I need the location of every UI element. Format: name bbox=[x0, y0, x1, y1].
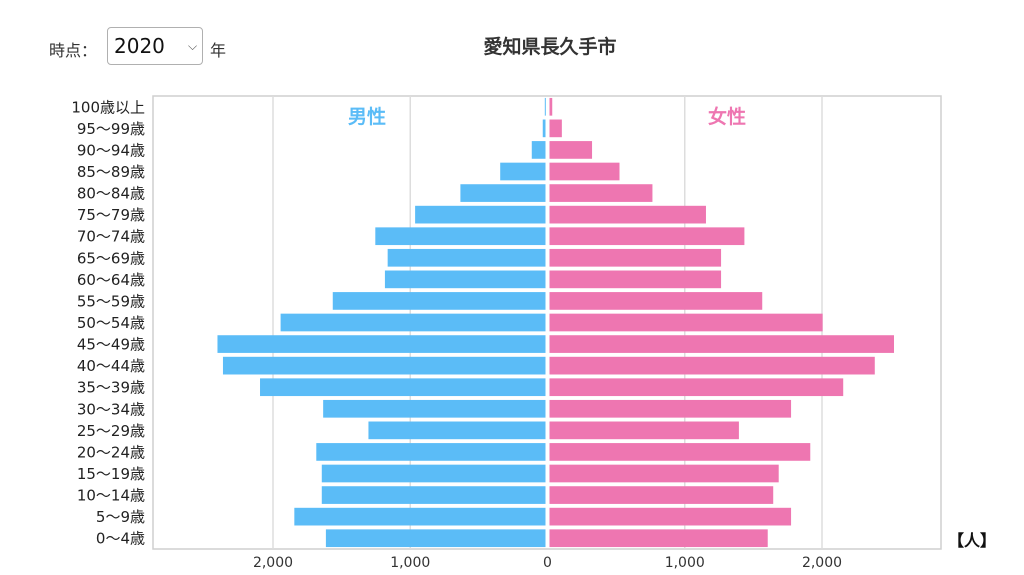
age-group-label: 80〜84歳 bbox=[77, 185, 145, 203]
age-group-label: 55〜59歳 bbox=[77, 292, 145, 310]
age-group-label: 15〜19歳 bbox=[77, 465, 145, 483]
x-tick-label: 1,000 bbox=[390, 555, 430, 571]
age-group-label: 95〜99歳 bbox=[77, 120, 145, 138]
male-bar bbox=[415, 205, 546, 224]
male-bar bbox=[323, 399, 546, 418]
age-group-label: 40〜44歳 bbox=[77, 357, 145, 375]
female-bar bbox=[549, 227, 745, 246]
year-select-value: 2020 bbox=[114, 34, 165, 58]
male-bar bbox=[531, 141, 546, 159]
female-bar bbox=[549, 313, 823, 332]
female-bar bbox=[549, 184, 653, 202]
male-bar bbox=[387, 248, 546, 267]
female-bar bbox=[549, 486, 774, 504]
female-bar bbox=[549, 356, 875, 375]
year-select[interactable]: 2020 ⌵ bbox=[107, 27, 203, 65]
female-bar bbox=[549, 270, 722, 289]
legend-female: 女性 bbox=[708, 105, 746, 128]
chart-title: 愛知県長久手市 bbox=[483, 36, 617, 58]
x-tick-label: 2,000 bbox=[802, 555, 842, 571]
female-bar bbox=[549, 292, 763, 310]
age-group-label: 20〜24歳 bbox=[77, 443, 145, 461]
female-bar bbox=[549, 529, 768, 548]
age-group-label: 5〜9歳 bbox=[96, 508, 145, 526]
year-suffix: 年 bbox=[210, 41, 227, 60]
male-bar bbox=[500, 162, 546, 181]
male-bar bbox=[542, 119, 546, 138]
age-group-label: 70〜74歳 bbox=[77, 228, 145, 246]
age-group-label: 50〜54歳 bbox=[77, 314, 145, 332]
male-bar bbox=[325, 529, 546, 548]
x-tick-label: 1,000 bbox=[665, 555, 705, 571]
male-bar bbox=[544, 97, 546, 116]
male-bar bbox=[332, 292, 546, 310]
female-bar bbox=[549, 119, 562, 138]
male-bar bbox=[222, 356, 546, 375]
age-group-label: 90〜94歳 bbox=[77, 141, 145, 159]
male-bar bbox=[260, 378, 546, 397]
age-group-label: 85〜89歳 bbox=[77, 163, 145, 181]
age-group-label: 35〜39歳 bbox=[77, 379, 145, 397]
year-label: 時点： bbox=[49, 41, 98, 60]
unit-label: 【人】 bbox=[948, 531, 997, 550]
age-group-label: 10〜14歳 bbox=[77, 487, 145, 505]
x-tick-label: 2,000 bbox=[253, 555, 293, 571]
male-bar bbox=[321, 486, 546, 504]
female-bar bbox=[549, 378, 844, 397]
male-bar bbox=[368, 421, 546, 440]
age-group-label: 45〜49歳 bbox=[77, 336, 145, 354]
female-bar bbox=[549, 162, 620, 181]
female-bar bbox=[549, 464, 779, 483]
male-bar bbox=[217, 335, 546, 353]
male-bar bbox=[280, 313, 546, 332]
age-group-label: 65〜69歳 bbox=[77, 249, 145, 267]
legend-male: 男性 bbox=[348, 105, 386, 128]
female-bar bbox=[549, 421, 739, 440]
age-group-label: 30〜34歳 bbox=[77, 400, 145, 418]
x-tick-label: 0 bbox=[543, 555, 552, 571]
male-bar bbox=[460, 184, 546, 202]
female-bar bbox=[549, 97, 553, 116]
male-bar bbox=[384, 270, 546, 289]
female-bar bbox=[549, 248, 722, 267]
female-bar bbox=[549, 443, 811, 461]
female-bar bbox=[549, 399, 792, 418]
female-bar bbox=[549, 335, 894, 353]
female-bar bbox=[549, 141, 593, 159]
female-bar bbox=[549, 205, 706, 224]
male-bar bbox=[294, 507, 546, 526]
plot-frame bbox=[152, 95, 942, 550]
age-group-label: 25〜29歳 bbox=[77, 422, 145, 440]
male-bar bbox=[321, 464, 546, 483]
age-group-label: 75〜79歳 bbox=[77, 206, 145, 224]
age-group-label: 100歳以上 bbox=[71, 98, 145, 116]
female-bar bbox=[549, 507, 792, 526]
male-bar bbox=[375, 227, 546, 246]
chevron-down-icon: ⌵ bbox=[188, 39, 198, 53]
age-group-label: 0〜4歳 bbox=[96, 530, 145, 548]
age-group-label: 60〜64歳 bbox=[77, 271, 145, 289]
male-bar bbox=[316, 443, 546, 461]
